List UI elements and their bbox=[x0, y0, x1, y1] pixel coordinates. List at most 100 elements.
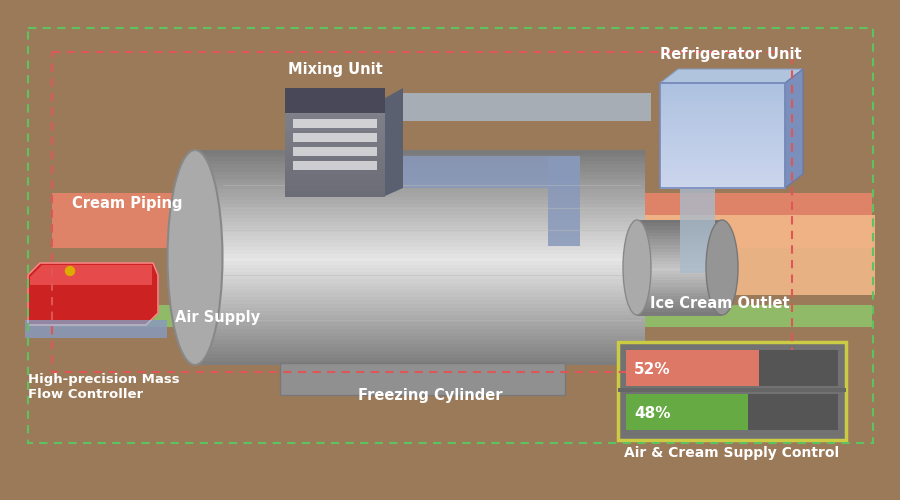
Bar bbox=[618, 388, 846, 392]
Bar bbox=[195, 326, 645, 330]
Bar bbox=[660, 178, 785, 182]
Bar bbox=[403, 93, 651, 121]
Bar bbox=[660, 97, 785, 101]
Bar bbox=[637, 264, 722, 268]
Bar bbox=[195, 250, 645, 254]
Bar bbox=[285, 190, 385, 196]
Bar bbox=[637, 290, 722, 294]
Bar bbox=[660, 108, 785, 112]
Text: Air Supply: Air Supply bbox=[175, 310, 260, 325]
Bar bbox=[637, 308, 722, 312]
Bar bbox=[195, 211, 645, 215]
Text: Cream Piping: Cream Piping bbox=[72, 196, 183, 211]
Bar bbox=[637, 248, 722, 252]
Text: Refrigerator Unit: Refrigerator Unit bbox=[661, 47, 802, 62]
Bar bbox=[285, 142, 385, 148]
Bar bbox=[195, 318, 645, 322]
Bar bbox=[195, 322, 645, 326]
Bar bbox=[637, 226, 722, 230]
Text: 52%: 52% bbox=[634, 362, 670, 376]
Bar bbox=[195, 300, 645, 304]
Bar bbox=[660, 150, 785, 154]
Bar bbox=[195, 354, 645, 358]
Bar bbox=[660, 160, 785, 164]
Bar bbox=[195, 311, 645, 316]
Bar bbox=[626, 350, 838, 386]
Bar bbox=[285, 88, 385, 113]
Bar bbox=[660, 111, 785, 115]
Text: 48%: 48% bbox=[634, 406, 670, 420]
Bar bbox=[660, 156, 785, 160]
Bar bbox=[660, 184, 785, 188]
Bar bbox=[637, 239, 722, 242]
Bar bbox=[680, 188, 715, 273]
Bar bbox=[195, 182, 645, 186]
Bar bbox=[660, 114, 785, 118]
Bar bbox=[195, 232, 645, 236]
Bar bbox=[195, 272, 645, 276]
Bar bbox=[293, 133, 377, 142]
Bar bbox=[660, 104, 785, 108]
Bar bbox=[195, 286, 645, 290]
Bar bbox=[285, 153, 385, 158]
Bar bbox=[285, 104, 385, 110]
Bar bbox=[195, 362, 645, 366]
Bar bbox=[660, 86, 785, 90]
Bar bbox=[637, 284, 722, 287]
Text: Freezing Cylinder: Freezing Cylinder bbox=[358, 388, 502, 403]
Bar bbox=[195, 218, 645, 222]
Bar bbox=[285, 169, 385, 175]
Bar bbox=[195, 279, 645, 283]
Bar bbox=[293, 147, 377, 156]
Circle shape bbox=[66, 266, 75, 276]
Bar bbox=[195, 276, 645, 280]
Bar bbox=[660, 128, 785, 132]
Bar bbox=[195, 200, 645, 204]
Bar bbox=[637, 242, 722, 246]
Bar bbox=[626, 350, 759, 386]
Bar bbox=[285, 88, 385, 94]
Bar bbox=[285, 148, 385, 154]
Bar bbox=[660, 125, 785, 129]
Bar bbox=[293, 161, 377, 170]
Bar bbox=[660, 167, 785, 171]
Polygon shape bbox=[30, 265, 152, 285]
Bar bbox=[195, 229, 645, 233]
Bar bbox=[660, 83, 785, 188]
Text: Air & Cream Supply Control: Air & Cream Supply Control bbox=[625, 446, 840, 460]
Bar bbox=[660, 170, 785, 174]
Bar bbox=[637, 299, 722, 303]
Bar bbox=[637, 223, 722, 227]
Bar bbox=[195, 161, 645, 165]
Bar bbox=[660, 174, 785, 178]
Bar bbox=[660, 83, 785, 87]
Bar bbox=[660, 164, 785, 168]
Bar bbox=[195, 344, 645, 347]
Bar bbox=[637, 286, 722, 290]
Bar bbox=[195, 329, 645, 333]
Bar bbox=[637, 261, 722, 265]
Bar bbox=[195, 294, 645, 298]
Bar bbox=[285, 110, 385, 116]
Bar bbox=[195, 258, 645, 262]
Bar bbox=[637, 274, 722, 278]
Bar bbox=[660, 94, 785, 98]
Bar bbox=[285, 115, 385, 121]
Bar bbox=[660, 136, 785, 140]
Bar bbox=[195, 222, 645, 226]
Bar bbox=[285, 99, 385, 104]
Text: Ice Cream Outlet: Ice Cream Outlet bbox=[650, 296, 789, 311]
Bar bbox=[626, 394, 838, 430]
Bar bbox=[195, 315, 645, 319]
Bar bbox=[195, 297, 645, 301]
Bar bbox=[637, 236, 722, 240]
Bar bbox=[637, 220, 722, 224]
Bar bbox=[195, 282, 645, 286]
Bar bbox=[660, 90, 785, 94]
Bar bbox=[195, 340, 645, 344]
Bar bbox=[195, 190, 645, 194]
Bar bbox=[637, 293, 722, 296]
Bar bbox=[28, 28, 873, 443]
Bar bbox=[660, 146, 785, 150]
Bar bbox=[285, 131, 385, 137]
